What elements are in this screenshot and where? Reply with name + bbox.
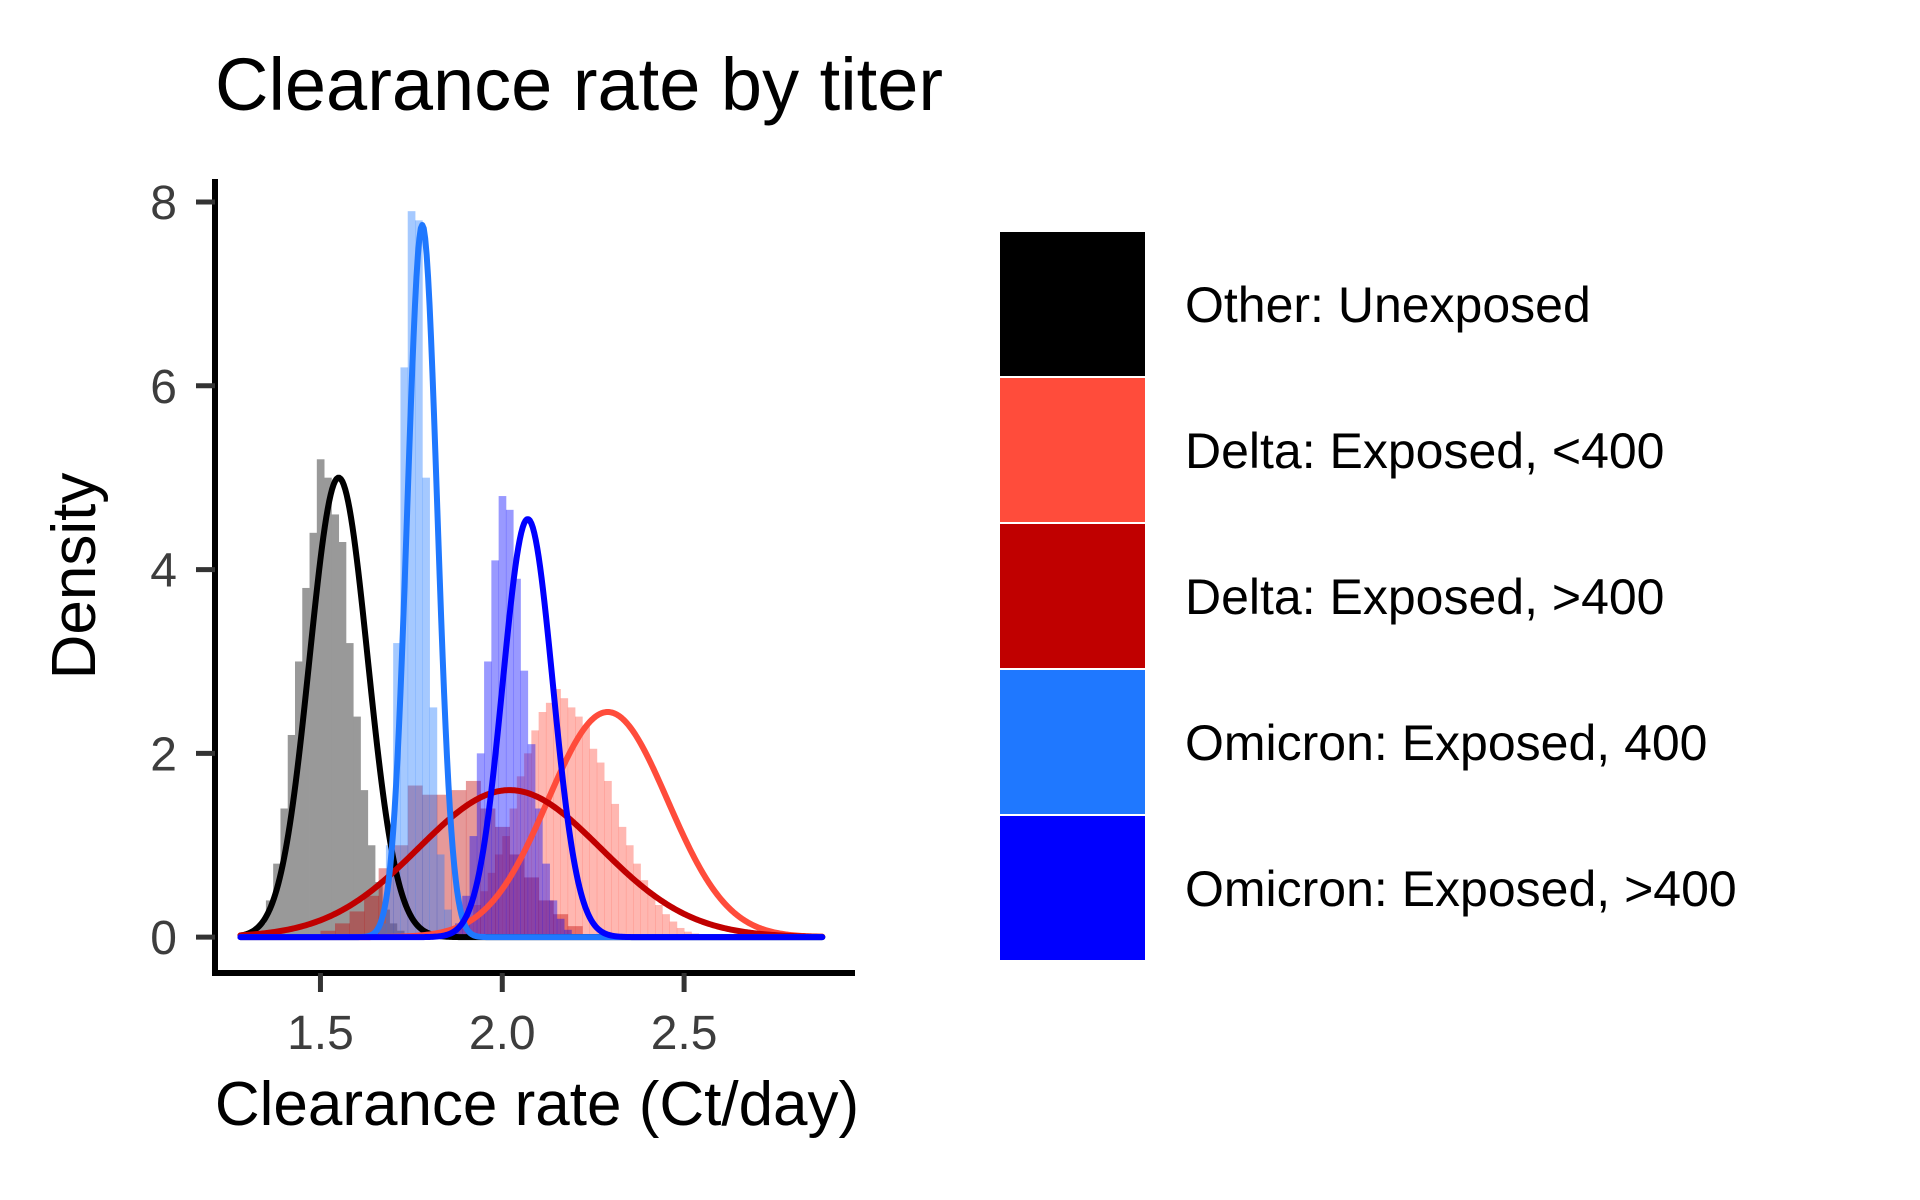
histogram-bar xyxy=(349,911,365,938)
legend-label: Omicron: Exposed, 400 xyxy=(1185,715,1708,771)
histogram-bar xyxy=(258,923,267,938)
histogram-bar xyxy=(476,753,485,938)
histogram-bar xyxy=(662,914,670,938)
histogram-bar xyxy=(618,826,627,938)
legend-key xyxy=(1000,378,1145,522)
legend-key xyxy=(1000,232,1145,376)
histogram-bar xyxy=(498,496,507,938)
histogram-bar xyxy=(655,905,663,938)
legend-entry-omicron-exposed-400: Omicron: Exposed, 400 xyxy=(1000,670,1708,814)
histogram-bar xyxy=(556,918,565,938)
histogram-bar xyxy=(633,863,641,938)
legend-label: Delta: Exposed, >400 xyxy=(1185,569,1665,625)
histogram-bar xyxy=(287,734,296,938)
histogram-bar xyxy=(360,790,369,938)
density-curve-omicron-exposed-400 xyxy=(237,516,826,941)
histogram-bar xyxy=(429,707,438,938)
histogram-bar xyxy=(382,909,390,938)
histogram-bar xyxy=(611,803,620,938)
histogram-bar xyxy=(422,477,430,938)
histogram-bar xyxy=(542,863,550,938)
histogram-bar xyxy=(625,845,634,938)
histogram-bar xyxy=(647,893,656,938)
histogram-bar xyxy=(505,509,514,938)
legend: Other: Unexposed Delta: Exposed, <400 Delt… xyxy=(1000,232,1737,960)
legend-entry-delta-exposed-400: Delta: Exposed, <400 xyxy=(1000,378,1665,522)
histogram-bar xyxy=(524,877,540,938)
histogram-bar xyxy=(407,211,416,938)
histogram-bar xyxy=(407,785,423,938)
density-curve-layer xyxy=(237,221,826,941)
legend-entry-delta-exposed-400: Delta: Exposed, >400 xyxy=(1000,524,1665,668)
histogram-bar xyxy=(553,914,569,938)
histogram-bar xyxy=(335,923,350,938)
legend-entry-omicron-exposed-400: Omicron: Exposed, >400 xyxy=(1000,816,1737,960)
y-tick-label: 6 xyxy=(150,361,177,414)
histogram-bar xyxy=(338,542,347,938)
histogram-bar xyxy=(545,702,554,938)
histogram-bar xyxy=(676,927,685,938)
legend-key xyxy=(1000,524,1145,668)
density-curve-delta-exposed-400 xyxy=(237,787,826,940)
histogram-bar xyxy=(567,926,583,938)
y-axis-title: Density xyxy=(40,473,109,680)
histogram-bar xyxy=(520,670,529,938)
histogram-bar xyxy=(495,826,510,938)
histogram-bar xyxy=(309,532,318,938)
histogram-bar xyxy=(465,780,481,938)
y-tick-label: 8 xyxy=(150,177,177,230)
legend-entry-other-unexposed: Other: Unexposed xyxy=(1000,232,1591,376)
histogram-bar xyxy=(375,882,383,938)
histogram-bar xyxy=(480,891,489,938)
x-tick-label: 1.5 xyxy=(287,1007,354,1060)
legend-label: Other: Unexposed xyxy=(1185,277,1591,333)
histogram-bar xyxy=(316,459,325,938)
y-tick-label: 2 xyxy=(150,728,177,781)
histogram-bar xyxy=(535,808,543,938)
histogram-bar xyxy=(444,909,452,938)
histogram-bar xyxy=(458,927,467,938)
histogram-bar xyxy=(389,923,398,938)
histogram-bar xyxy=(378,923,387,938)
histogram-bar xyxy=(415,220,423,938)
legend-key xyxy=(1000,670,1145,814)
histogram-bar xyxy=(295,661,303,938)
y-tick-label: 4 xyxy=(150,545,177,598)
legend-label: Delta: Exposed, <400 xyxy=(1185,423,1665,479)
histogram-bar xyxy=(513,578,521,938)
histogram-bar xyxy=(538,712,547,938)
histogram-bar xyxy=(324,477,332,938)
histogram-bar xyxy=(553,689,561,938)
histogram-bar xyxy=(320,930,336,938)
x-axis-title: Clearance rate (Ct/day) xyxy=(215,1070,859,1139)
histogram-bar xyxy=(353,716,361,938)
histogram-bar xyxy=(364,895,380,938)
plot-area xyxy=(237,211,826,941)
axes: 0 2 4 6 8 1.5 2.0 2.5 xyxy=(150,177,855,1060)
histogram-bar xyxy=(302,587,310,938)
histogram-bar xyxy=(436,854,445,938)
histogram-other-unexposed xyxy=(251,459,405,938)
histogram-bar xyxy=(473,905,481,938)
histogram-bar xyxy=(564,929,572,938)
y-ticks: 0 2 4 6 8 xyxy=(150,177,215,965)
histogram-bar xyxy=(451,790,467,938)
histogram-bar xyxy=(640,880,649,938)
histogram-bar xyxy=(280,808,289,938)
histogram-bar xyxy=(669,921,678,938)
histogram-bar xyxy=(273,863,281,938)
x-tick-label: 2.0 xyxy=(469,1007,536,1060)
histogram-bar xyxy=(549,900,558,938)
legend-key xyxy=(1000,816,1145,960)
x-tick-label: 2.5 xyxy=(651,1007,718,1060)
histogram-bar xyxy=(331,514,340,938)
x-ticks: 1.5 2.0 2.5 xyxy=(287,973,717,1060)
chart-title: Clearance rate by titer xyxy=(215,43,943,126)
histogram-bar xyxy=(265,900,274,938)
histogram-bar xyxy=(345,643,354,938)
legend-label: Omicron: Exposed, >400 xyxy=(1185,861,1737,917)
y-tick-label: 0 xyxy=(150,912,177,965)
histogram-bar xyxy=(538,900,554,938)
